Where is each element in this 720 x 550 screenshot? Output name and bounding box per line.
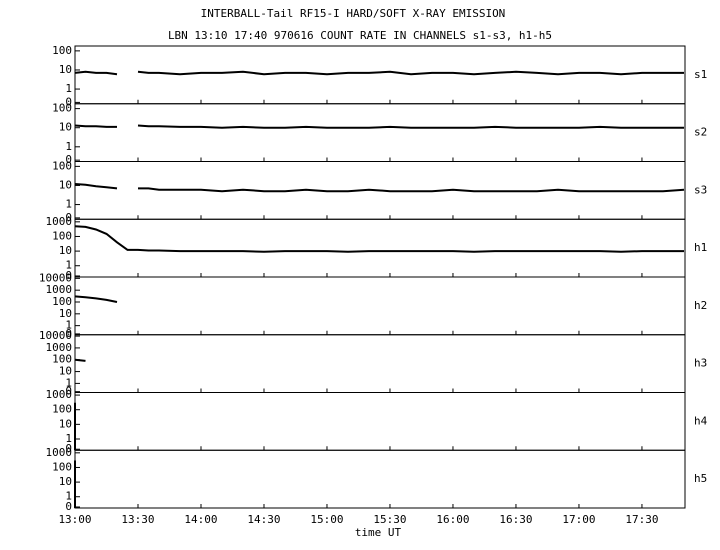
y-tick-label: 100 <box>52 44 72 57</box>
y-tick-label: 0 <box>65 500 72 513</box>
y-tick-label: 1 <box>65 140 72 153</box>
y-tick-label: 1000 <box>46 446 73 459</box>
panel-frame <box>74 276 686 336</box>
y-tick-label: 1 <box>65 490 72 503</box>
panel-frame <box>74 45 686 105</box>
x-tick-label: 13:00 <box>58 513 91 526</box>
chart-subtitle: LBN 13:10 17:40 970616 COUNT RATE IN CHA… <box>168 29 552 42</box>
x-tick-label: 17:30 <box>625 513 658 526</box>
data-line <box>74 225 684 253</box>
y-tick-label: 1 <box>65 198 72 211</box>
panel-label: s3 <box>694 183 707 196</box>
y-tick-label: 100 <box>52 460 72 473</box>
x-tick-label: 16:30 <box>499 513 532 526</box>
y-tick-label: 1 <box>65 319 72 332</box>
y-tick-label: 1 <box>65 259 72 272</box>
panel-frame <box>74 103 686 162</box>
y-tick-label: 100 <box>52 229 72 242</box>
x-tick-label: 14:30 <box>247 513 280 526</box>
y-tick-label: 10 <box>59 63 72 76</box>
y-tick-label: 10 <box>59 307 72 320</box>
y-tick-label: 10 <box>59 475 72 488</box>
data-line <box>137 70 684 76</box>
x-tick-label: 15:30 <box>373 513 406 526</box>
data-line <box>137 124 684 129</box>
x-tick-label: 14:00 <box>184 513 217 526</box>
y-tick-label: 0 <box>65 153 72 166</box>
panel-label: h5 <box>694 472 707 485</box>
y-tick-label: 1 <box>65 376 72 389</box>
x-tick-label: 15:00 <box>310 513 343 526</box>
y-tick-label: 0 <box>65 442 72 455</box>
y-tick-label: 100 <box>52 403 72 416</box>
y-tick-label: 1000 <box>46 215 73 228</box>
y-tick-label: 10 <box>59 178 72 191</box>
y-tick-label: 100 <box>52 159 72 172</box>
data-line <box>74 70 118 76</box>
data-line <box>74 358 86 362</box>
y-tick-label: 100 <box>52 295 72 308</box>
panel-frame <box>74 334 686 393</box>
y-tick-label: 10 <box>59 365 72 378</box>
x-axis-label: time UT <box>355 526 402 539</box>
y-tick-label: 1000 <box>46 283 73 296</box>
x-tick-label: 17:00 <box>562 513 595 526</box>
y-tick-label: 1 <box>65 82 72 95</box>
y-tick-label: 1 <box>65 432 72 445</box>
y-tick-label: 0 <box>65 385 72 398</box>
data-line <box>74 295 118 303</box>
panel-frame <box>74 392 686 451</box>
x-tick-label: 13:30 <box>121 513 154 526</box>
panel-label: h1 <box>694 241 707 254</box>
y-tick-label: 0 <box>65 95 72 108</box>
y-tick-label: 10 <box>59 244 72 257</box>
data-line <box>74 124 117 128</box>
y-tick-label: 1000 <box>46 341 73 354</box>
panel-label: h3 <box>694 357 707 370</box>
data-line <box>74 183 118 190</box>
y-tick-label: 10 <box>59 121 72 134</box>
x-tick-label: 16:00 <box>436 513 469 526</box>
chart-title: INTERBALL-Tail RF15-I HARD/SOFT X-RAY EM… <box>201 7 506 20</box>
y-tick-label: 10 <box>59 417 72 430</box>
y-tick-label: 100 <box>52 353 72 366</box>
y-tick-label: 0 <box>65 211 72 224</box>
y-tick-label: 0 <box>65 327 72 340</box>
panel-frame <box>74 218 686 278</box>
y-tick-label: 1000 <box>46 388 73 401</box>
panel-label: s1 <box>694 68 707 81</box>
y-tick-label: 10000 <box>39 329 72 342</box>
y-tick-label: 0 <box>65 269 72 282</box>
panel-frame <box>74 449 686 509</box>
panel-label: h2 <box>694 299 707 312</box>
panel-label: h4 <box>694 414 708 427</box>
y-tick-label: 10000 <box>39 271 72 284</box>
panel-label: s2 <box>694 126 707 139</box>
data-line <box>138 187 685 193</box>
y-tick-label: 100 <box>52 102 72 115</box>
